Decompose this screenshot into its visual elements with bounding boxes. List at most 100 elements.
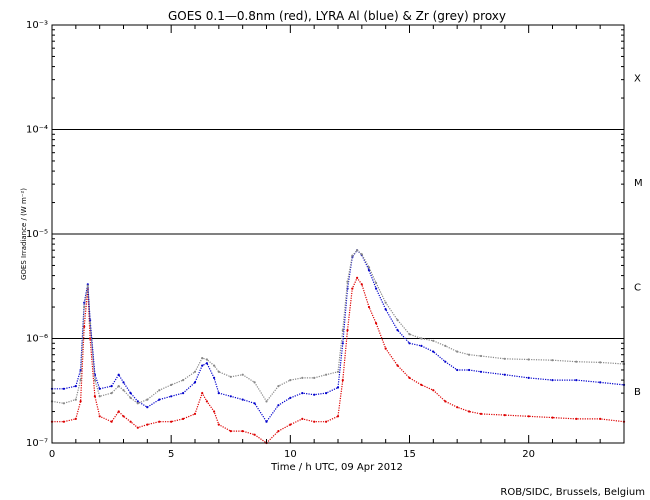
data-point [325,420,328,423]
y-tick-label: 10⁻⁵ [26,229,48,240]
data-point [360,283,363,286]
data-point [146,423,149,426]
data-point [301,376,304,379]
data-point [182,392,185,395]
data-point [375,281,378,285]
data-series [50,276,626,445]
data-point [136,402,139,405]
data-point [122,381,125,384]
data-point [277,404,280,407]
data-point [136,400,139,403]
data-point [420,337,423,340]
data-point [527,415,530,418]
data-point [336,415,340,418]
x-axis-ticks: 0 5 10 15 20 [49,25,625,460]
data-point [325,373,328,376]
chart-title: GOES 0.1—0.8nm (red), LYRA Al (blue) & Z… [168,9,506,23]
data-point [229,375,232,378]
data-point [367,269,371,272]
data-point [575,360,578,363]
data-point [479,370,483,373]
data-point [241,430,244,433]
data-point [408,342,411,345]
data-point [170,395,173,398]
data-point [408,376,411,379]
flare-class-label: B [634,387,641,398]
flare-class-threshold-lines [52,129,624,339]
credit-text: ROB/SIDC, Brussels, Belgium [500,487,645,498]
data-point [193,381,197,384]
data-point [170,420,173,423]
data-point [170,383,173,386]
data-point [384,347,387,350]
data-point [213,364,216,367]
data-point [265,420,268,423]
data-point [253,402,256,405]
series-trace [51,249,625,404]
data-point [356,249,359,252]
flare-class-label: M [634,178,643,189]
data-point [551,416,554,419]
data-point [146,406,149,409]
data-point [217,370,220,373]
data-point [360,253,363,256]
data-point [117,373,120,376]
data-point [432,339,435,342]
data-point [289,379,292,382]
y-tick-label: 10⁻⁷ [26,438,48,449]
data-point [62,387,65,390]
data-point [575,379,578,382]
data-point [217,392,220,395]
data-point [98,395,101,398]
data-point [205,362,208,365]
data-point [110,420,113,423]
data-point [213,410,216,413]
data-point [98,415,101,418]
data-point [201,357,204,360]
data-point [201,392,204,395]
data-point [341,329,344,332]
data-point [456,406,459,409]
data-point [253,433,256,436]
data-point [356,276,359,279]
data-point [110,385,113,388]
data-point [129,420,132,423]
data-point [122,415,125,418]
flare-class-label: C [634,282,641,293]
y-tick-label: 10⁻⁴ [26,125,48,136]
data-point [182,417,185,420]
data-point [74,417,77,420]
data-point [432,350,435,353]
data-point [93,379,96,382]
data-point [468,353,471,356]
data-point [375,287,378,290]
data-point [346,280,349,283]
data-point [396,329,399,332]
data-point [110,392,113,395]
data-point [289,423,292,426]
series-trace [52,249,625,423]
data-point [158,420,161,423]
data-point [384,308,387,311]
data-point [229,430,232,433]
data-point [336,386,340,389]
data-point [241,373,244,376]
data-point [336,370,340,373]
x-tick-label: 10 [284,449,297,460]
data-point [444,344,447,347]
data-point [201,364,204,367]
data-series [50,249,626,405]
x-axis-label: Time / h UTC, 09 Apr 2012 [270,462,403,473]
data-point [193,412,197,415]
data-point [408,333,411,336]
data-point [301,417,304,420]
y-tick-label: 10⁻³ [26,20,48,31]
data-series [50,249,626,423]
data-point [351,254,354,257]
data-point [599,361,602,364]
data-point [182,379,185,382]
data-point [575,417,578,420]
data-point [265,400,268,403]
data-point [83,305,86,309]
